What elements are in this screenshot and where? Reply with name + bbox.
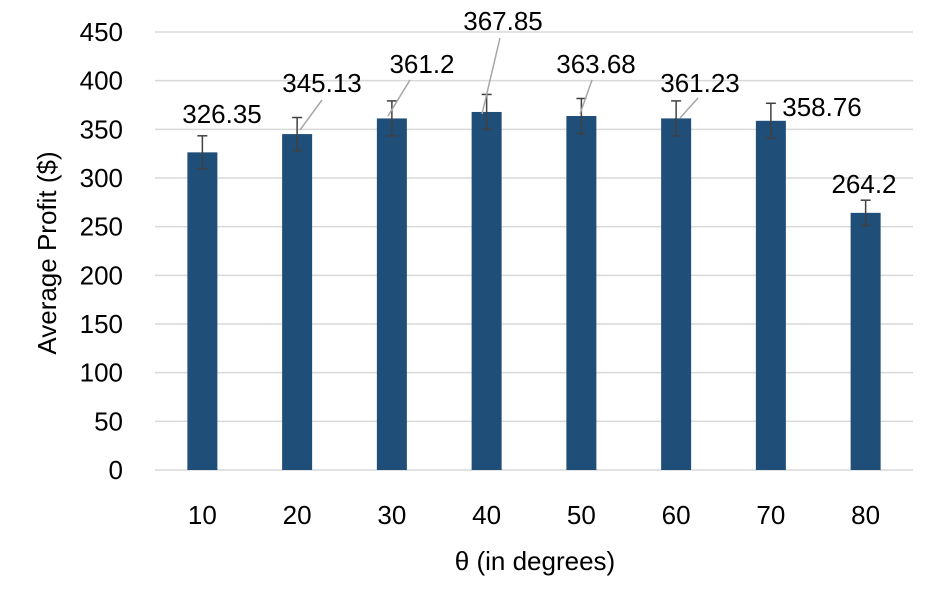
- x-tick-label-80: 80: [851, 500, 880, 530]
- y-tick-label: 200: [80, 260, 123, 290]
- y-tick-label: 400: [80, 66, 123, 96]
- y-axis-ticks: 0 50 100 150 200 250 300 350 400 450: [80, 17, 123, 485]
- leader-line-30: [387, 79, 411, 117]
- data-label-60: 361.23: [660, 68, 740, 98]
- bar-70: [755, 120, 786, 470]
- leader-line-60: [679, 97, 699, 119]
- data-labels: 326.35 345.13 361.2 367.85 363.68 361.23 358.7…: [182, 6, 896, 199]
- data-label-80: 264.2: [831, 169, 896, 199]
- bar-30: [376, 118, 407, 470]
- bar-40: [471, 111, 502, 470]
- bar-80: [850, 212, 881, 470]
- y-tick-label: 100: [80, 358, 123, 388]
- error-bar-60: [671, 100, 682, 137]
- y-axis-title: Average Profit ($): [32, 151, 62, 354]
- data-label-40: 367.85: [463, 6, 543, 36]
- x-tick-label-70: 70: [756, 500, 785, 530]
- x-tick-label-30: 30: [377, 500, 406, 530]
- x-tick-label-20: 20: [283, 500, 312, 530]
- data-label-70: 358.76: [782, 92, 862, 122]
- x-tick-label-40: 40: [472, 500, 501, 530]
- error-bar-80: [860, 199, 871, 227]
- data-label-30: 361.2: [389, 49, 454, 79]
- label-leader-lines: [299, 37, 699, 131]
- bar-50: [566, 116, 597, 471]
- bars: [187, 111, 881, 471]
- error-bar-70: [765, 102, 776, 140]
- gridlines: [155, 31, 913, 471]
- y-tick-label: 350: [80, 114, 123, 144]
- leader-line-20: [299, 99, 323, 131]
- error-bar-10: [197, 135, 208, 170]
- leader-line-50: [579, 79, 593, 115]
- y-tick-label: 300: [80, 163, 123, 193]
- data-label-20: 345.13: [282, 68, 362, 98]
- leader-line-40: [481, 37, 501, 115]
- bar-10: [187, 152, 218, 470]
- error-bar-30: [386, 100, 397, 137]
- error-bar-20: [292, 116, 303, 152]
- x-axis-title: θ (in degrees): [455, 546, 615, 576]
- data-label-10: 326.35: [182, 99, 262, 129]
- bar-60: [661, 118, 692, 470]
- x-tick-label-60: 60: [662, 500, 691, 530]
- y-tick-label: 50: [94, 406, 123, 436]
- y-tick-label: 450: [80, 17, 123, 47]
- y-tick-label: 150: [80, 309, 123, 339]
- error-bars: [197, 93, 871, 227]
- y-tick-label: 0: [109, 455, 123, 485]
- bar-20: [282, 134, 313, 470]
- x-tick-label-50: 50: [567, 500, 596, 530]
- x-tick-label-10: 10: [188, 500, 217, 530]
- data-label-50: 363.68: [556, 49, 636, 79]
- x-axis-ticks: 10 20 30 40 50 60 70 80: [188, 500, 880, 530]
- y-tick-label: 250: [80, 212, 123, 242]
